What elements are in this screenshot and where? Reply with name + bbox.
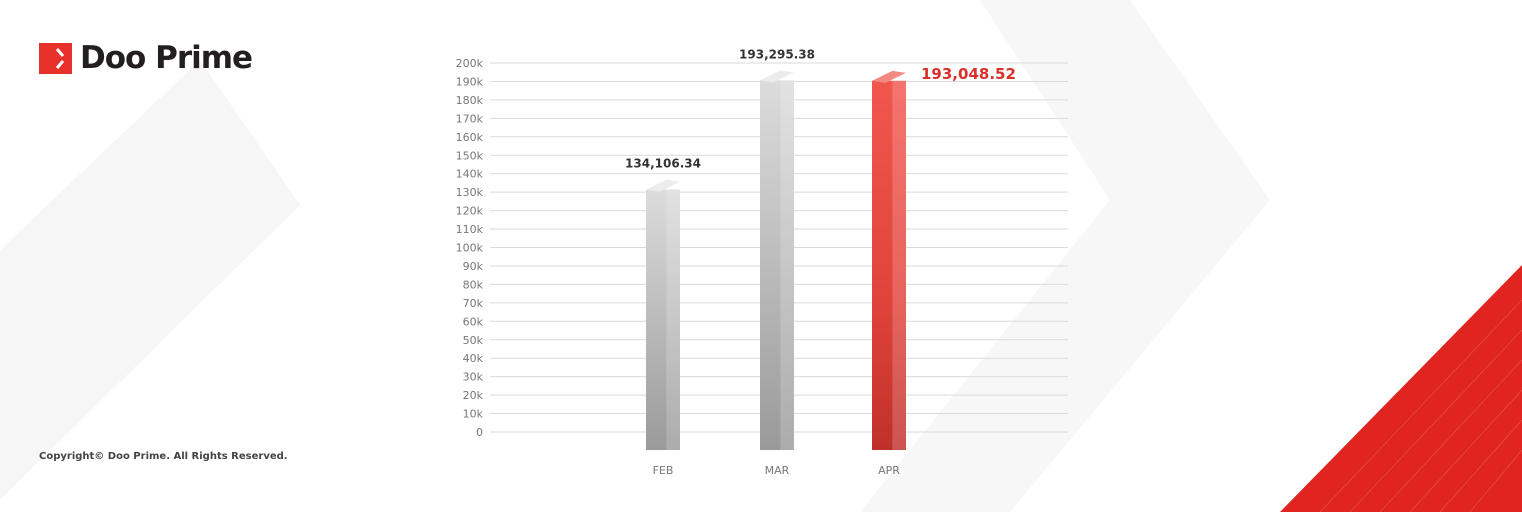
x-tick-label: MAR [765,464,790,477]
copyright-text: Copyright© Doo Prime. All Rights Reserve… [39,451,288,462]
y-tick-label: 0 [476,426,483,439]
bar-side-face [666,189,680,451]
y-tick-label: 70k [463,297,484,310]
bar-top-face [760,70,794,83]
y-tick-label: 10k [463,408,484,421]
y-tick-label: 110k [456,223,484,236]
y-tick-label: 160k [456,131,484,144]
red-corner-shape [1280,265,1522,512]
bar-side-face [892,80,906,451]
y-tick-label: 180k [456,94,484,107]
y-tick-label: 80k [463,278,484,291]
bar-mar [760,80,794,450]
y-tick-label: 30k [463,371,484,384]
bar-top-face [646,179,680,192]
y-tick-label: 190k [456,75,484,88]
y-tick-label: 100k [456,242,484,255]
y-tick-label: 60k [463,315,484,328]
y-tick-label: 90k [463,260,484,273]
bar-feb [646,189,680,451]
brand-name: Doo Prime [80,40,253,76]
y-tick-label: 140k [456,168,484,181]
x-tick-label: FEB [653,464,674,477]
bar-apr [872,80,906,451]
bar-top-face [872,70,906,83]
data-label: 193,295.38 [739,47,815,61]
y-tick-label: 130k [456,186,484,199]
y-tick-label: 40k [463,352,484,365]
data-label: 193,048.52 [921,65,1016,83]
y-tick-label: 120k [456,205,484,218]
y-tick-label: 50k [463,334,484,347]
y-tick-label: 200k [456,57,484,70]
y-tick-label: 150k [456,149,484,162]
doo-prime-logo: Doo Prime [39,40,253,76]
doo-prime-logo-icon [39,42,72,74]
y-tick-label: 170k [456,112,484,125]
y-tick-label: 20k [463,389,484,402]
data-label: 134,106.34 [625,157,701,171]
bar-side-face [780,80,794,450]
x-tick-label: APR [878,464,900,477]
